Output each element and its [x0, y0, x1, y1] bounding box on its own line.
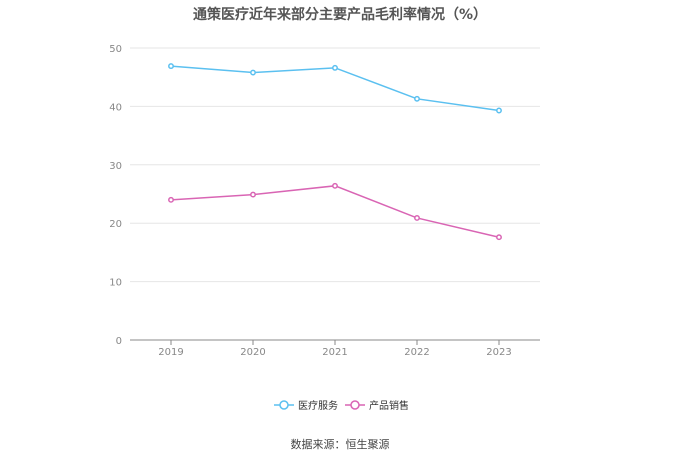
data-point: [496, 107, 502, 114]
series-line: [170, 185, 500, 238]
data-point: [332, 182, 338, 189]
data-point: [250, 191, 256, 198]
legend-swatch-marker: [350, 400, 360, 410]
y-tick-label: 10: [109, 278, 122, 289]
y-tick-label: 50: [109, 44, 122, 55]
chart-title: 通策医疗近年来部分主要产品毛利率情况（%）: [192, 7, 488, 23]
legend-swatch-marker: [279, 400, 289, 410]
y-tick-label: 20: [109, 219, 122, 230]
legend-label: 产品销售: [369, 399, 409, 412]
data-source-note: 数据来源：恒生聚源: [290, 438, 390, 451]
y-tick-label: 40: [109, 102, 122, 113]
data-point: [414, 95, 420, 102]
data-point: [168, 63, 174, 70]
data-point: [332, 64, 338, 71]
x-tick-label: 2023: [486, 347, 511, 358]
x-tick-label: 2020: [240, 347, 265, 358]
series-line: [170, 65, 500, 112]
legend-label: 医疗服务: [298, 399, 338, 412]
y-tick-label: 30: [109, 161, 122, 172]
x-tick-label: 2021: [322, 347, 347, 358]
data-point: [250, 69, 256, 76]
data-point: [414, 214, 420, 221]
x-tick-label: 2022: [404, 347, 429, 358]
data-point: [168, 196, 174, 203]
y-tick-label: 0: [116, 336, 122, 347]
x-tick-label: 2019: [158, 347, 183, 358]
data-point: [496, 234, 502, 241]
